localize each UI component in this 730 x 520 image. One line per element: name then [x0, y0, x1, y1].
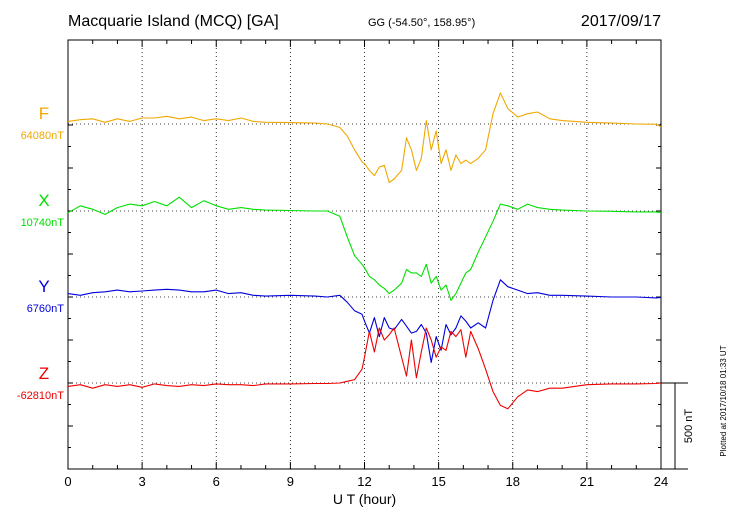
- series-labels: F 64080nT X 10740nT Y 6760nT Z -62810nT: [17, 104, 64, 402]
- series-name-x: X: [38, 191, 49, 210]
- x-tick-label: 18: [506, 474, 520, 489]
- series-baseline-z: -62810nT: [17, 390, 64, 402]
- series-baseline-x: 10740nT: [21, 217, 65, 229]
- x-tick-label: 9: [287, 474, 294, 489]
- x-tick-label: 24: [654, 474, 668, 489]
- series-name-y: Y: [38, 277, 49, 296]
- scale-bar: 500 nT: [661, 382, 695, 470]
- series-baseline-y: 6760nT: [27, 303, 65, 315]
- series-name-z: Z: [39, 364, 49, 383]
- series-name-f: F: [39, 104, 49, 123]
- series-layer: [67, 92, 662, 410]
- x-tick-label: 21: [580, 474, 594, 489]
- series-line-f: [67, 92, 662, 184]
- chart-date: 2017/09/17: [581, 13, 661, 30]
- scale-bar-label: 500 nT: [683, 409, 695, 444]
- x-tick-label: 0: [64, 474, 71, 489]
- x-axis-label: U T (hour): [333, 491, 396, 507]
- plotted-timestamp: Plotted at 2017/10/18 01:33 UT: [719, 345, 728, 456]
- x-tick-labels: 0 3 6 9 12 15 18 21 24: [64, 474, 668, 489]
- x-tick-label: 15: [431, 474, 445, 489]
- series-baseline-f: 64080nT: [21, 130, 65, 142]
- axis-ticks: [67, 40, 662, 470]
- series-line-x: [67, 196, 662, 301]
- chart-title: Macquarie Island (MCQ) [GA]: [68, 13, 279, 30]
- grid-lines: [68, 40, 661, 469]
- x-tick-label: 12: [357, 474, 371, 489]
- x-tick-label: 6: [213, 474, 220, 489]
- series-line-z: [67, 327, 662, 410]
- x-tick-label: 3: [139, 474, 146, 489]
- chart-coordinates: GG (-54.50°, 158.95°): [368, 17, 475, 29]
